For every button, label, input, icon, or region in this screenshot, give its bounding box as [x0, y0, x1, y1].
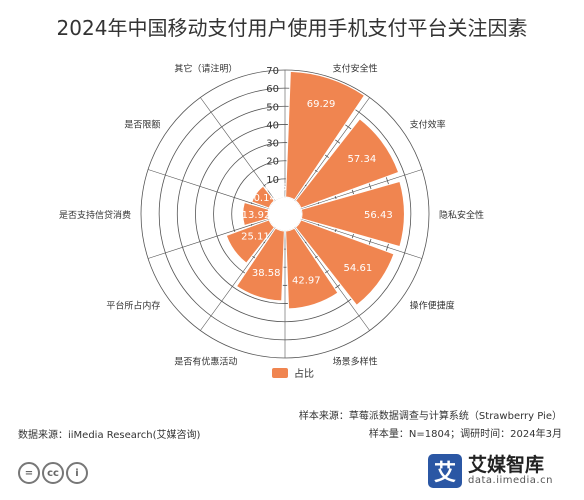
- r-tick-label: 70: [266, 66, 279, 77]
- r-tick-label: 40: [266, 120, 279, 131]
- legend-swatch: [272, 367, 288, 378]
- cc-icon: cc: [42, 462, 64, 484]
- bar-sector: [251, 185, 276, 209]
- bar-value-label: 25.11: [241, 231, 270, 242]
- sample-info: 样本量：N=1804；调研时间：2024年3月: [368, 429, 562, 440]
- license-icons: = cc i: [18, 462, 88, 484]
- category-label: 平台所占内存: [106, 300, 160, 312]
- r-tick-label: 20: [266, 157, 279, 168]
- bar-value-label: 56.43: [364, 210, 393, 221]
- bar-value-label: 42.97: [292, 276, 321, 287]
- category-label: 支付效率: [410, 118, 446, 130]
- bar-value-label: 10.14: [247, 193, 276, 204]
- bar-sector: [242, 201, 270, 227]
- bar-value-label: 57.34: [348, 154, 377, 165]
- r-tick-label: 10: [266, 175, 279, 186]
- category-label: 是否支持信贷消费: [59, 209, 131, 221]
- grid-spoke: [301, 169, 423, 210]
- r-tick-label: 50: [266, 102, 279, 113]
- bar-sector: [225, 219, 276, 264]
- grid-spoke: [294, 97, 370, 201]
- bar-sector: [235, 227, 285, 302]
- category-label: 是否有优惠活动: [174, 355, 237, 367]
- logo-name: 艾媒智库: [468, 454, 545, 476]
- logo-mark-icon: 艾: [428, 454, 462, 488]
- category-label: 其它（请注明）: [174, 63, 237, 75]
- bar-sector: [285, 70, 366, 201]
- logo-url: data.iimedia.cn: [468, 475, 553, 486]
- grid-spoke: [200, 227, 276, 331]
- bar-sector: [300, 180, 405, 248]
- category-label: 是否限额: [124, 118, 160, 130]
- r-tick-label: 60: [266, 84, 279, 95]
- bar-sector: [274, 196, 285, 201]
- grid-spoke: [294, 227, 370, 331]
- bar-sector: [294, 118, 400, 209]
- legend-label: 占比: [294, 369, 314, 380]
- bar-value-label: 38.58: [252, 268, 281, 279]
- category-label: 操作便捷度: [410, 300, 455, 312]
- data-source: 数据来源：iiMedia Research(艾媒咨询): [18, 430, 201, 441]
- nd-icon: =: [18, 462, 40, 484]
- bar-value-label: 0.15: [265, 182, 287, 193]
- sample-source: 样本来源：草莓派数据调查与计算系统（Strawberry Pie）: [298, 411, 562, 422]
- by-icon: i: [66, 462, 88, 484]
- r-tick-label: 30: [266, 139, 279, 150]
- grid-spoke: [147, 218, 269, 259]
- category-label: 隐私安全性: [439, 209, 484, 221]
- grid-spoke: [147, 169, 269, 210]
- sample-notes: 样本来源：草莓派数据调查与计算系统（Strawberry Pie） 样本量：N=…: [299, 408, 562, 444]
- bar-sector: [294, 219, 395, 306]
- bar-value-label: 13.92: [242, 210, 271, 221]
- grid-spoke: [301, 218, 423, 259]
- bar-sector: [285, 227, 339, 310]
- category-label: 支付安全性: [333, 63, 378, 75]
- legend[interactable]: 占比: [272, 365, 314, 380]
- category-label: 场景多样性: [333, 355, 378, 367]
- grid-spoke: [200, 97, 276, 201]
- bar-value-label: 69.29: [307, 99, 336, 110]
- brand-logo[interactable]: 艾 艾媒智库 data.iimedia.cn: [428, 454, 553, 488]
- chart-title: 2024年中国移动支付用户使用手机支付平台关注因素: [56, 16, 528, 40]
- bar-value-label: 54.61: [344, 263, 373, 274]
